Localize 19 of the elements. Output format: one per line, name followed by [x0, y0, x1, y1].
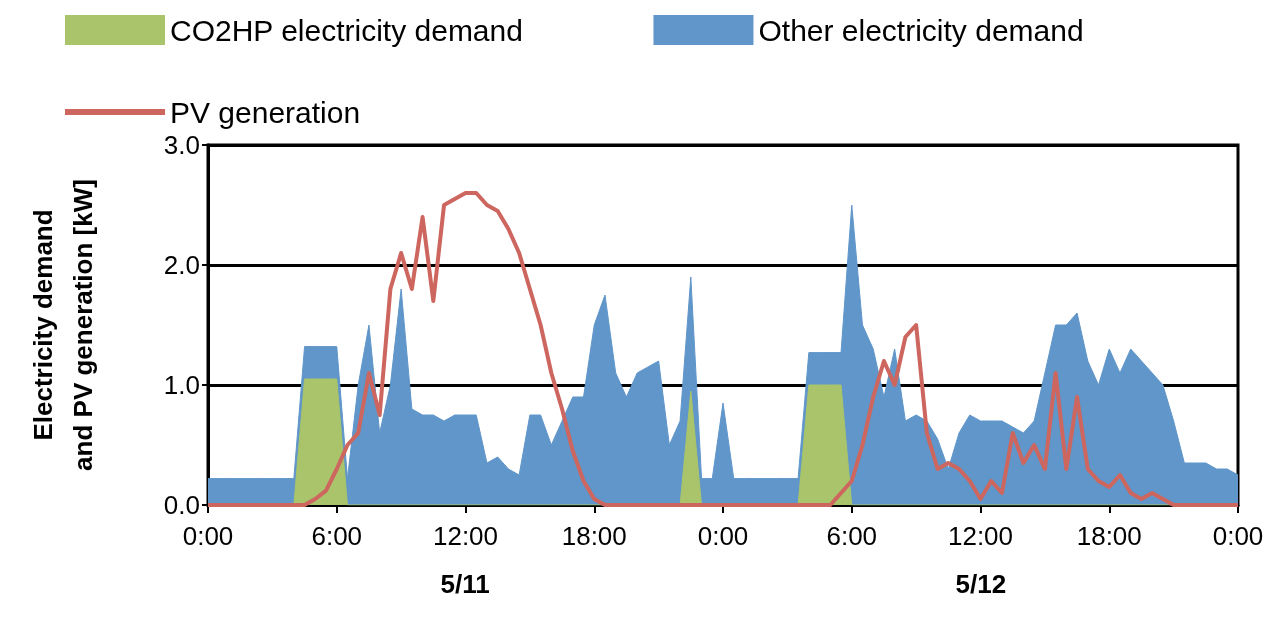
x-tick-label: 6:00 — [311, 521, 363, 551]
x-tick-label: 0:00 — [182, 521, 234, 551]
legend-label: Other electricity demand — [758, 13, 1084, 47]
x-tick-label: 18:00 — [561, 521, 627, 551]
y-axis-title: Electricity demand and PV generation [kW] — [28, 179, 98, 471]
y-tick-label: 3.0 — [163, 130, 200, 160]
x-tick-label: 0:00 — [697, 521, 749, 551]
x-tick-label: 12:00 — [432, 521, 499, 551]
y-tick-label: 0.0 — [163, 490, 200, 520]
legend-label: CO2HP electricity demand — [170, 13, 523, 47]
x-tick-label: 0:00 — [1212, 521, 1264, 551]
x-tick-label: 6:00 — [826, 521, 878, 551]
text: 5/11 — [440, 569, 490, 599]
legend-label: PV generation — [170, 95, 361, 129]
y-tick-label: 2.0 — [163, 250, 200, 280]
x-tick-label: 18:00 — [1076, 521, 1142, 551]
y-tick-label: 1.0 — [163, 370, 200, 400]
x-tick-label: 12:00 — [947, 521, 1014, 551]
text: 5/12 — [955, 569, 1007, 599]
